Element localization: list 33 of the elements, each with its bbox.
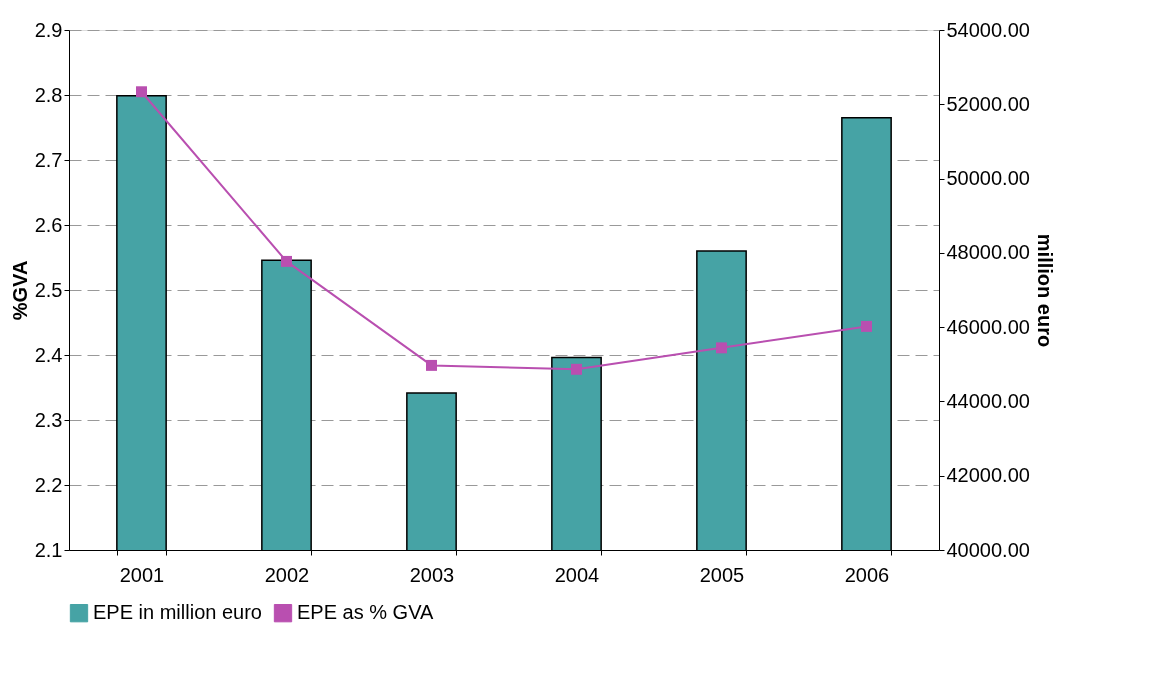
y-tick-label: 2.4 bbox=[34, 343, 63, 366]
x-tick-label: 2006 bbox=[844, 563, 890, 586]
point bbox=[861, 320, 872, 332]
y2-tick-label: 54000.00 bbox=[946, 18, 1030, 41]
y2-tick-label: 44000.00 bbox=[946, 389, 1030, 412]
y-tick-label: 2.2 bbox=[34, 473, 63, 496]
y2-tick-label: 42000.00 bbox=[946, 464, 1030, 487]
y-tick-label: 2.7 bbox=[34, 148, 63, 171]
y2-tick-label: 52000.00 bbox=[946, 92, 1030, 115]
y-tick-label: 2.9 bbox=[34, 18, 63, 41]
point bbox=[571, 363, 582, 375]
point bbox=[426, 359, 437, 371]
y2-tick-label: 46000.00 bbox=[946, 315, 1030, 338]
x-tick-label: 2004 bbox=[554, 563, 600, 586]
point bbox=[716, 342, 727, 354]
y2-tick-label: 40000.00 bbox=[946, 538, 1030, 561]
x-tick-label: 2003 bbox=[409, 563, 455, 586]
y-tick-label: 2.1 bbox=[34, 538, 63, 561]
y2-tick-label: 50000.00 bbox=[946, 167, 1030, 190]
y-tick-label: 2.5 bbox=[34, 278, 63, 301]
y2-tick-label: 48000.00 bbox=[946, 241, 1030, 264]
x-tick-label: 2002 bbox=[264, 563, 310, 586]
point bbox=[136, 86, 147, 98]
y-tick-label: 2.3 bbox=[34, 408, 63, 431]
legend-label: EPE in million euro bbox=[93, 601, 262, 624]
y-tick-label: 2.6 bbox=[34, 213, 63, 236]
y-axis-title: %GVA bbox=[8, 260, 31, 321]
x-tick-label: 2005 bbox=[699, 563, 745, 586]
y2-axis-title: million euro bbox=[1033, 233, 1056, 348]
y-tick-label: 2.8 bbox=[34, 83, 63, 106]
legend-label: EPE as % GVA bbox=[297, 601, 435, 624]
x-tick-label: 2001 bbox=[119, 563, 165, 586]
point bbox=[281, 255, 292, 267]
